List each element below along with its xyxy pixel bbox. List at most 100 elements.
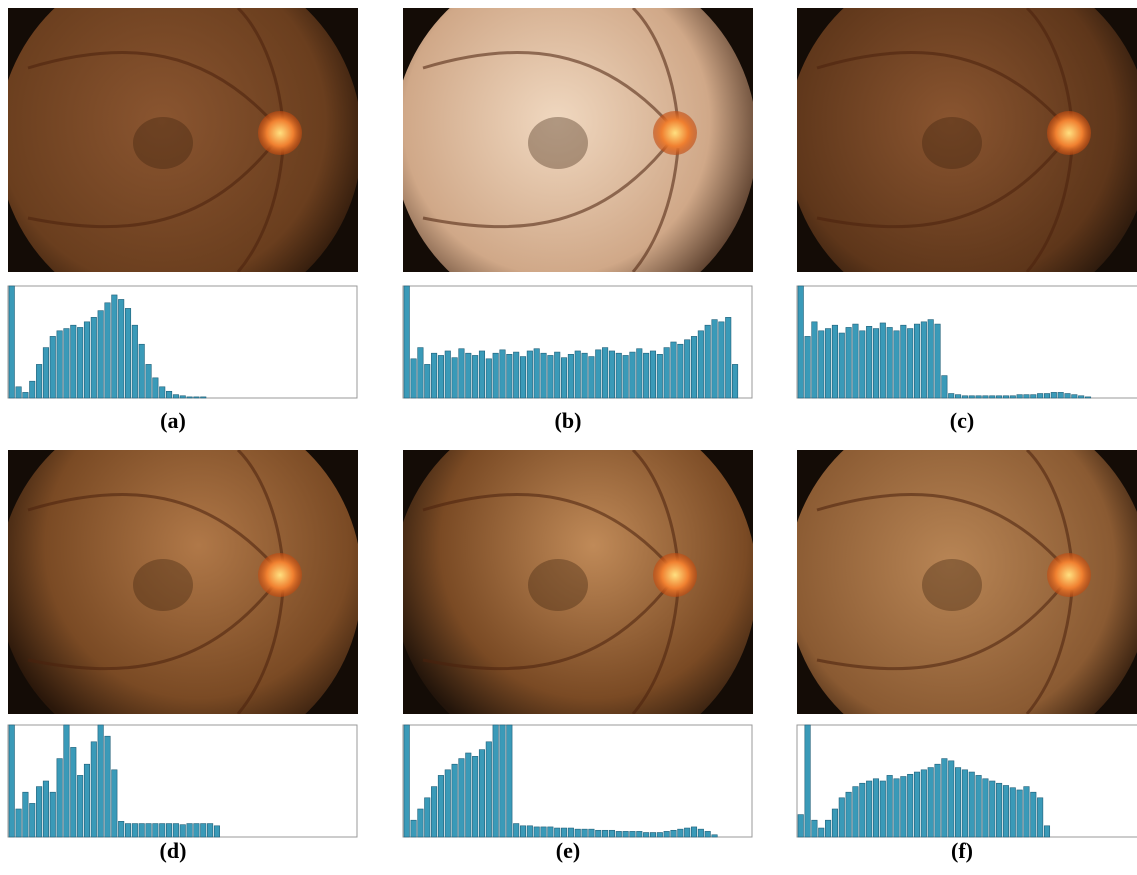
optic-disc	[653, 111, 697, 155]
histogram-bar	[418, 348, 423, 398]
histogram-bar	[798, 286, 803, 398]
histogram-bar	[928, 320, 933, 398]
histogram-bar	[534, 827, 539, 837]
histogram-bar	[16, 809, 21, 837]
fundus-image	[0, 0, 362, 322]
histogram-bar	[520, 826, 525, 837]
histogram-bar	[832, 809, 837, 837]
histogram-bar	[1044, 394, 1049, 398]
histogram-bar	[146, 364, 151, 398]
histogram-bar	[23, 792, 28, 837]
histogram-bar	[1031, 395, 1036, 398]
histogram-bar	[948, 394, 953, 398]
histogram-bar	[805, 336, 810, 398]
histogram-bar	[105, 303, 110, 398]
figure: (a)(b)(c)(d)(e)(f)	[0, 0, 1137, 875]
histogram-bar	[30, 381, 35, 398]
histogram-bar	[1072, 395, 1077, 398]
histogram-bar	[105, 736, 110, 837]
histogram-bar	[853, 324, 858, 398]
histogram-bar	[71, 325, 76, 398]
histogram-bar	[712, 320, 717, 398]
histogram-bar	[166, 824, 171, 837]
histogram-bar	[112, 770, 117, 837]
histogram-bar	[71, 747, 76, 837]
histogram-bar	[805, 725, 810, 837]
histogram-bar	[1010, 396, 1015, 398]
histogram-bar	[832, 325, 837, 398]
histogram-bar	[698, 331, 703, 398]
histogram-bar	[935, 324, 940, 398]
histogram-bar	[30, 803, 35, 837]
histogram-bar	[118, 299, 123, 398]
histogram-bar	[479, 351, 484, 398]
histogram-bar	[894, 331, 899, 398]
histogram-bar	[825, 820, 830, 837]
histogram-bar	[472, 355, 477, 398]
histogram-bar	[996, 783, 1001, 837]
histogram-bar	[561, 828, 566, 837]
histogram-bar	[637, 831, 642, 837]
histogram-bar	[914, 324, 919, 398]
fundus-image	[393, 400, 757, 764]
histogram-bar	[955, 395, 960, 398]
histogram-bar	[36, 787, 41, 837]
histogram-bar	[630, 831, 635, 837]
histogram-bar	[513, 824, 518, 837]
histogram-bar	[500, 725, 505, 837]
histogram-bar	[928, 768, 933, 837]
histogram-bar	[664, 348, 669, 398]
histogram-bar	[983, 396, 988, 398]
histogram-bar	[493, 725, 498, 837]
histogram-bar	[732, 364, 737, 398]
histogram-bar	[1085, 397, 1090, 398]
histogram-bar	[1017, 395, 1022, 398]
panel-label: (a)	[160, 408, 186, 433]
histogram-bar	[91, 317, 96, 398]
histogram-bar	[976, 396, 981, 398]
histogram-bar	[684, 340, 689, 398]
histogram-bar	[112, 295, 117, 398]
histogram-bar	[942, 376, 947, 398]
histogram-bar	[866, 326, 871, 398]
histogram-bar	[438, 775, 443, 837]
histogram-bar	[887, 327, 892, 398]
histogram-bar	[486, 742, 491, 837]
histogram-bar	[983, 779, 988, 837]
panel-label: (d)	[160, 838, 187, 863]
histogram-bar	[139, 344, 144, 398]
histogram-bar	[139, 824, 144, 837]
histogram-bar	[568, 354, 573, 398]
macula	[133, 559, 193, 611]
fundus-image	[393, 0, 757, 322]
histogram-bar	[84, 322, 89, 398]
histogram-bar	[43, 348, 48, 398]
histogram-bar	[466, 353, 471, 398]
histogram-bar	[948, 761, 953, 837]
histogram-bar	[880, 323, 885, 398]
histogram-bar	[507, 725, 512, 837]
histogram-bar	[9, 286, 14, 398]
histogram-bar	[873, 779, 878, 837]
fundus-image	[787, 0, 1137, 322]
histogram-bar	[513, 352, 518, 398]
histogram-bar	[180, 396, 185, 398]
histogram-bar	[431, 353, 436, 398]
histogram-bar	[541, 353, 546, 398]
histogram-bar	[554, 352, 559, 398]
histogram-bar	[431, 787, 436, 837]
histogram-bar	[650, 351, 655, 398]
histogram-bar	[684, 828, 689, 837]
histogram-bar	[860, 331, 865, 398]
histogram-bar	[616, 353, 621, 398]
histogram-bar	[527, 351, 532, 398]
histogram-bar	[500, 350, 505, 398]
histogram-bar	[77, 775, 82, 837]
histogram-bar	[962, 770, 967, 837]
histogram-bar	[846, 327, 851, 398]
optic-disc	[258, 111, 302, 155]
histogram-bar	[860, 783, 865, 837]
optic-disc	[258, 553, 302, 597]
histogram-bar	[438, 355, 443, 398]
histogram-bar	[194, 824, 199, 837]
